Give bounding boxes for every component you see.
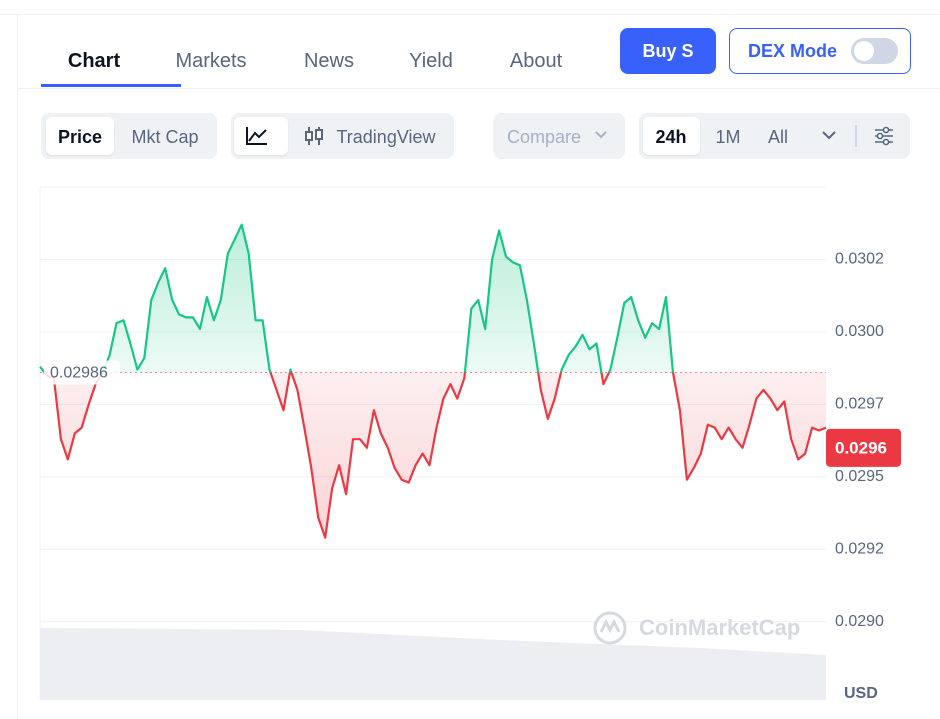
buy-button[interactable]: Buy S — [620, 28, 716, 74]
tab[interactable]: Markets — [175, 50, 247, 72]
tab-separator — [17, 88, 940, 89]
y-tick-label: 0.0295 — [835, 468, 884, 485]
mode-price[interactable]: Price — [57, 127, 103, 147]
price-badge — [826, 428, 901, 467]
tab[interactable]: News — [303, 50, 355, 72]
watermark-text: CoinMarketCap — [639, 615, 800, 640]
y-tick-label: 0.0290 — [835, 613, 884, 630]
price-badge-label: 0.0296 — [835, 438, 887, 457]
candle-icon — [305, 127, 323, 145]
mode-mktcap[interactable]: Mkt Cap — [131, 127, 199, 147]
tradingview[interactable]: TradingView — [336, 127, 436, 147]
price-area — [40, 224, 826, 538]
pill — [46, 117, 114, 155]
divider — [855, 125, 857, 147]
baseline-label: 0.02986 — [50, 365, 108, 382]
watermark: CoinMarketCap — [593, 611, 800, 645]
y-tick-label: 0.0297 — [835, 396, 884, 413]
toggle-knob — [854, 41, 874, 61]
baseline-label-bg — [44, 360, 120, 385]
line-icon[interactable] — [245, 125, 269, 147]
range-group — [639, 113, 910, 159]
y-tick-label: 0.0300 — [835, 323, 884, 340]
settings-icon[interactable] — [873, 126, 895, 146]
range[interactable]: All — [767, 127, 789, 147]
price-line — [39, 223, 827, 539]
y-tick-label: 0.0302 — [835, 251, 884, 268]
style-group — [231, 113, 454, 159]
range[interactable]: 24h — [655, 127, 687, 147]
range[interactable]: 1M — [715, 127, 741, 147]
volume-area — [40, 628, 826, 700]
dex-mode-label: DEX Mode — [748, 41, 838, 61]
tab[interactable]: Yield — [409, 50, 453, 72]
mode-group — [41, 113, 217, 159]
top-border — [0, 14, 940, 15]
tab[interactable]: About — [509, 50, 563, 72]
y-tick-label: 0.0292 — [835, 541, 884, 558]
toggle[interactable] — [851, 38, 898, 64]
currency: USD — [844, 685, 878, 702]
tab[interactable]: Chart — [67, 50, 121, 72]
left-border — [17, 14, 18, 719]
chevron[interactable] — [821, 129, 837, 141]
pill — [643, 117, 700, 155]
tab-underline — [41, 84, 181, 87]
compare[interactable]: Compare — [506, 127, 582, 147]
chevron — [595, 131, 607, 139]
plot-border — [39, 186, 826, 700]
dex-mode-button[interactable]: DEX Mode — [729, 28, 911, 74]
